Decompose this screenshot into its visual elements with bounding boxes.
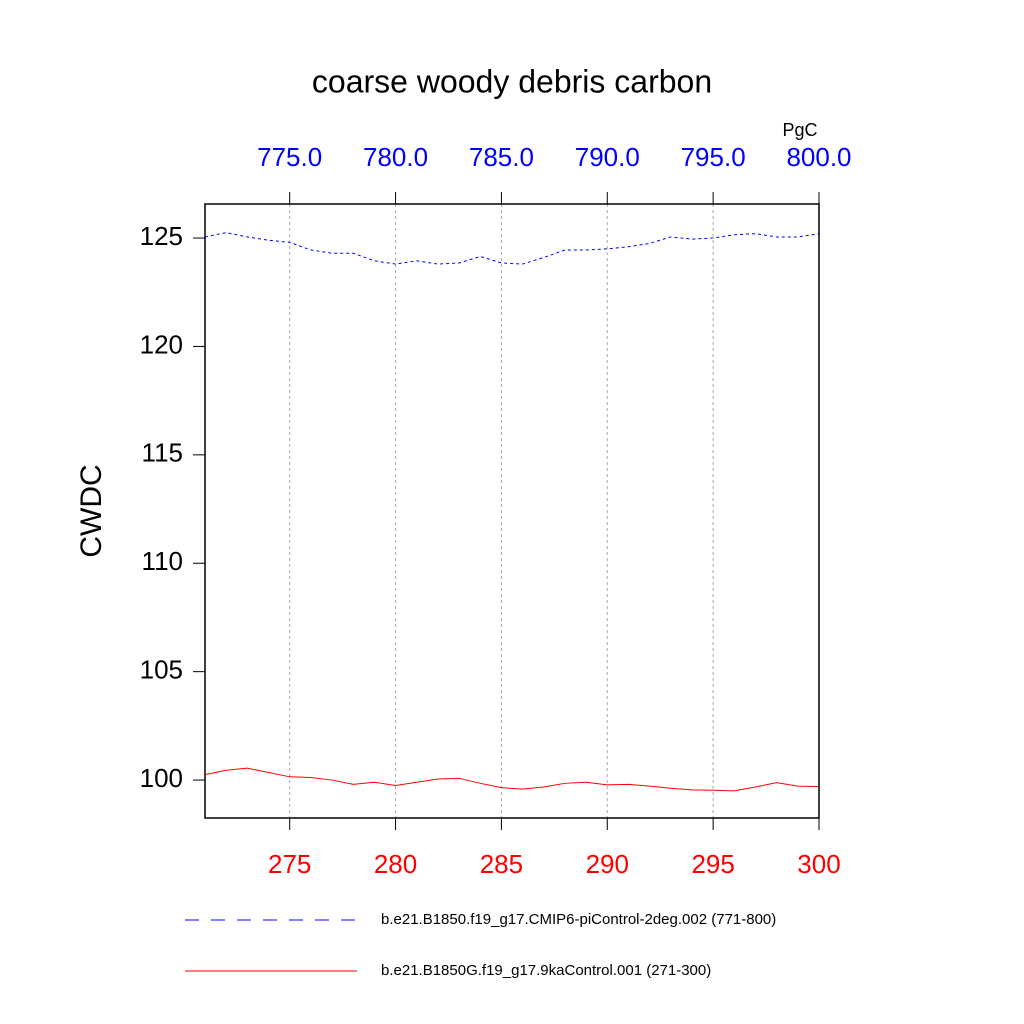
legend-label: b.e21.B1850.f19_g17.CMIP6-piControl-2deg…: [381, 911, 776, 928]
x2-tick-label: 800.0: [786, 142, 851, 172]
x-tick-label: 290: [586, 849, 629, 879]
y-axis-label: CWDC: [75, 464, 108, 557]
y-tick-label: 110: [142, 546, 183, 576]
x2-unit: PgC: [782, 120, 817, 140]
x-tick-label: 280: [374, 849, 417, 879]
x2-tick-label: 790.0: [575, 142, 640, 172]
x2-tick-label: 775.0: [257, 142, 322, 172]
plot-frame: [204, 203, 820, 819]
y-tick-label: 100: [140, 763, 183, 793]
series-line: [204, 767, 820, 792]
chart-title: coarse woody debris carbon: [312, 63, 712, 99]
y-tick-label: 120: [140, 329, 183, 359]
legend-label: b.e21.B1850G.f19_g17.9kaControl.001 (271…: [381, 962, 711, 979]
y-tick-label: 115: [142, 438, 183, 468]
series-line: [204, 232, 820, 265]
x2-tick-label: 785.0: [469, 142, 534, 172]
x-tick-label: 295: [691, 849, 734, 879]
x2-tick-label: 795.0: [681, 142, 746, 172]
x-tick-label: 285: [480, 849, 523, 879]
x-tick-label: 300: [797, 849, 840, 879]
y-tick-label: 125: [140, 221, 183, 251]
x2-tick-label: 780.0: [363, 142, 428, 172]
x-tick-label: 275: [268, 849, 311, 879]
y-tick-label: 105: [140, 655, 183, 685]
